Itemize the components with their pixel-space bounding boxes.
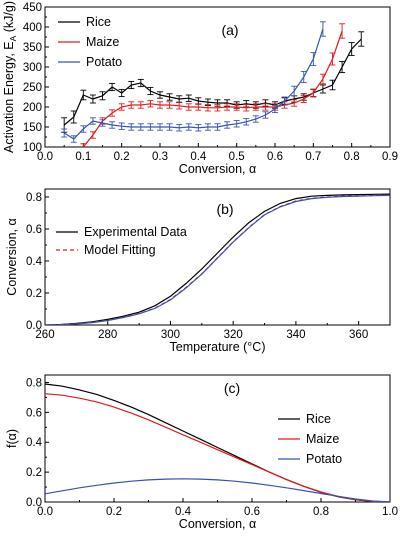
x-tick-label: 280 xyxy=(98,329,117,341)
series-line xyxy=(45,478,390,502)
y-tick-label: 0.4 xyxy=(26,256,43,268)
plot-frame xyxy=(44,188,391,326)
y-tick-label: 0.0 xyxy=(26,320,42,332)
y-axis-label: f(α) xyxy=(5,429,19,448)
x-tick-label: 0.5 xyxy=(229,151,245,163)
x-tick-label: 300 xyxy=(161,329,180,341)
x-tick-label: 0.8 xyxy=(313,506,329,518)
x-tick-label: 0.4 xyxy=(175,506,192,518)
series-potato xyxy=(61,21,326,143)
y-tick-label: 0.6 xyxy=(26,407,42,419)
series-line xyxy=(63,28,324,140)
series-maize xyxy=(80,23,346,147)
x-tick-label: 0.6 xyxy=(267,151,283,163)
y-tick-label: 0.2 xyxy=(26,467,42,479)
legend-entry: Experimental Data xyxy=(84,225,187,239)
x-tick-label: 0.9 xyxy=(382,151,398,163)
legend-entry: Potato xyxy=(86,55,122,69)
series-line xyxy=(82,30,343,147)
x-tick-label: 0.8 xyxy=(344,151,360,163)
x-tick-label: 0.4 xyxy=(190,151,207,163)
series-potato xyxy=(45,478,390,502)
y-tick-label: 250 xyxy=(23,82,42,94)
y-tick-label: 150 xyxy=(23,122,42,134)
x-tick-label: 0.7 xyxy=(305,151,321,163)
x-tick-label: 360 xyxy=(349,329,368,341)
y-tick-label: 0.2 xyxy=(26,288,42,300)
y-tick-label: 0.0 xyxy=(26,497,42,509)
x-axis-label: Conversion, α xyxy=(179,517,256,531)
legend-entry: Rice xyxy=(306,412,331,426)
series-line xyxy=(63,38,362,126)
x-tick-label: 0.2 xyxy=(114,151,130,163)
y-tick-label: 200 xyxy=(23,102,42,114)
x-tick-label: 0.1 xyxy=(75,151,91,163)
legend: Rice Maize Potato xyxy=(58,15,122,69)
y-tick-label: 350 xyxy=(23,42,42,54)
panel-label: (b) xyxy=(216,201,233,217)
legend-entry: Maize xyxy=(306,432,339,446)
y-tick-label: 400 xyxy=(23,22,42,34)
legend-entry: Maize xyxy=(86,35,119,49)
x-axis-label: Conversion, α xyxy=(179,162,256,176)
x-tick-label: 0.0 xyxy=(37,151,53,163)
panel-c: 0.0 0.2 0.4 0.6 0.8 1.0 0.0 0.2 0.4 0.6 0.8 Convers… xyxy=(5,374,398,531)
legend: Rice Maize Potato xyxy=(278,412,342,466)
series-line xyxy=(45,194,390,325)
x-tick-label: 340 xyxy=(286,329,305,341)
series-line xyxy=(45,193,390,325)
panel-label: (c) xyxy=(224,380,240,396)
x-tick-label: 0.0 xyxy=(37,506,53,518)
y-tick-label: 100 xyxy=(23,142,42,154)
x-tick-label: 0.3 xyxy=(152,151,168,163)
legend: Experimental Data Model Fitting xyxy=(56,225,187,257)
y-tick-label: 300 xyxy=(23,62,42,74)
x-tick-label: 0.2 xyxy=(106,506,122,518)
legend-entry: Rice xyxy=(86,15,111,29)
x-tick-label: 260 xyxy=(35,329,54,341)
series-experimental-data xyxy=(45,193,390,325)
x-tick-label: 0.6 xyxy=(244,506,260,518)
x-tick-label: 320 xyxy=(224,329,243,341)
panel-b: 260 280 300 320 340 360 0.0 0.2 0.4 0.6 0.8 Tempera… xyxy=(5,188,391,354)
y-axis-label: Conversion, α xyxy=(5,218,19,295)
y-tick-label: 0.8 xyxy=(26,377,42,389)
y-axis-label: Activation Energy, EA (kJ/g) xyxy=(2,1,18,153)
y-tick-label: 0.4 xyxy=(26,437,43,449)
legend-entry: Model Fitting xyxy=(84,243,156,257)
panel-a: 0.0 0.1 0.2 0.3 0.4 0.5 0.6 0.7 0.8 0.9 100 150 200 2… xyxy=(2,1,398,176)
x-axis-label: Temperature (°C) xyxy=(170,340,266,354)
legend-entry: Potato xyxy=(306,452,342,466)
y-tick-label: 450 xyxy=(23,2,42,14)
series-unnamed-2 xyxy=(45,194,390,325)
panel-label: (a) xyxy=(221,22,238,38)
x-tick-label: 1.0 xyxy=(382,506,398,518)
y-tick-label: 0.6 xyxy=(26,224,42,236)
y-tick-label: 0.8 xyxy=(26,192,42,204)
